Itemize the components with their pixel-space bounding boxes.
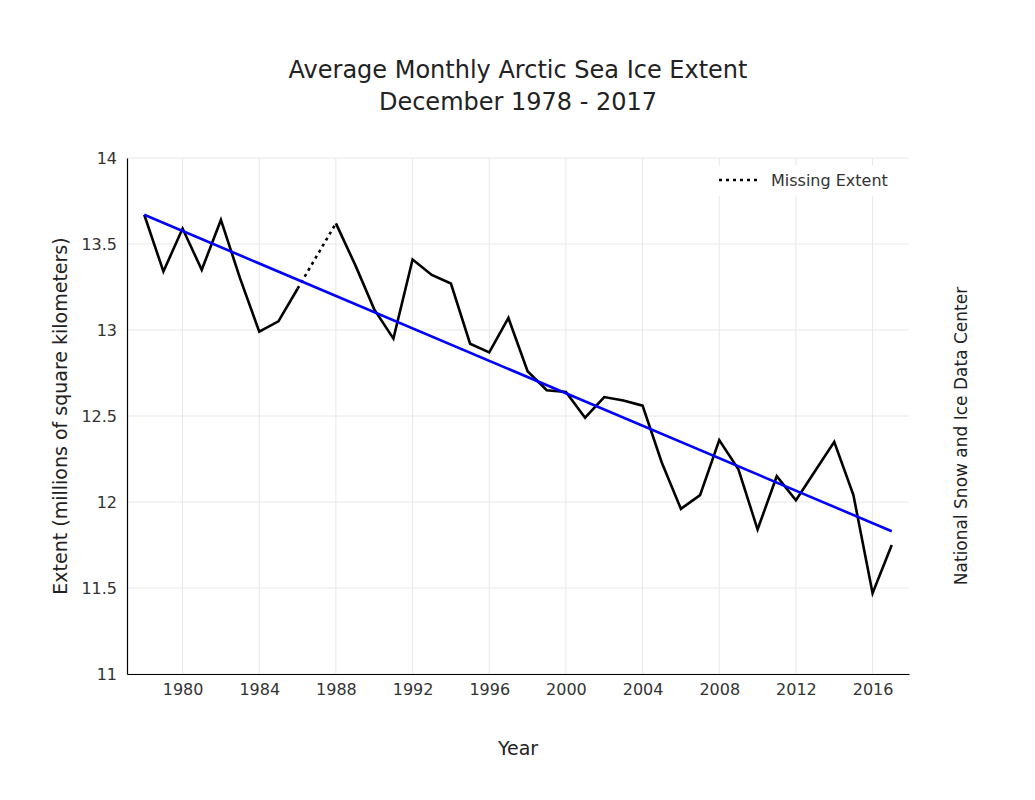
tick-label: 1996: [469, 680, 510, 699]
x-axis: 1980 1984 1988 1992 1996 2000 2004 2008 2012 2016: [128, 674, 910, 699]
source: National Snow and Ice Data Center: [951, 287, 971, 585]
axis-line: [128, 674, 910, 675]
tick: 2012: [776, 674, 817, 699]
tick: 2004: [623, 674, 664, 699]
tick: 2008: [699, 674, 740, 699]
tick-label: 1984: [239, 680, 280, 699]
y-axis-title: Extent (millions of square kilometers): [49, 237, 71, 594]
tick-label: 14: [97, 149, 117, 168]
tick-label: 11: [97, 665, 117, 684]
tick-label: 2012: [776, 680, 817, 699]
legend-box: [713, 166, 903, 196]
tick-label: 12: [97, 493, 117, 512]
tick: 1980: [163, 674, 204, 699]
tick: 2000: [546, 674, 587, 699]
tick: 13: [97, 321, 127, 340]
tick: 2016: [853, 674, 894, 699]
grid-line: [127, 416, 909, 417]
grid-line: [127, 158, 909, 159]
tick-label: 1980: [163, 680, 204, 699]
tick: 14: [97, 149, 127, 168]
tick: 1988: [316, 674, 357, 699]
grid-line: [127, 244, 909, 245]
tick: 11: [97, 665, 127, 684]
grid-line: [127, 674, 909, 675]
grid-line: [127, 588, 909, 589]
tick: 1984: [239, 674, 280, 699]
tick-label: 2004: [623, 680, 664, 699]
title: Average Monthly Arctic Sea Ice Extent: [289, 56, 748, 84]
tick: 12: [97, 493, 127, 512]
y-axis: 11 11.5 12 12.5 13 13.5 14: [81, 149, 127, 684]
tick-label: 11.5: [81, 579, 117, 598]
grid-line: [127, 330, 909, 331]
tick-label: 1988: [316, 680, 357, 699]
series-line: [144, 215, 892, 531]
axis-line: [127, 159, 128, 675]
plot-area: [144, 215, 892, 593]
legend: Missing Extent: [713, 166, 903, 196]
tick: 1992: [393, 674, 434, 699]
grid-line: [127, 502, 909, 503]
tick-label: 13: [97, 321, 117, 340]
tick: 12.5: [81, 407, 127, 426]
tick-label: 13.5: [81, 235, 117, 254]
tick: 1996: [469, 674, 510, 699]
subtitle: December 1978 - 2017: [379, 88, 657, 116]
tick-label: 2000: [546, 680, 587, 699]
tick-label: 2008: [699, 680, 740, 699]
legend-symbol: [719, 179, 759, 182]
tick-label: 12.5: [81, 407, 117, 426]
legend-label: Missing Extent: [771, 171, 888, 190]
chart: 1980 1984 1988 1992 1996 2000 2004 2008 2012 2016…: [0, 0, 1035, 800]
tick: 13.5: [81, 235, 127, 254]
tick-label: 1992: [393, 680, 434, 699]
series-line: [144, 215, 892, 593]
series-line: [298, 223, 336, 288]
tick: 11.5: [81, 579, 127, 598]
x-axis-title: Year: [497, 737, 538, 759]
grid: [127, 158, 909, 674]
tick-label: 2016: [853, 680, 894, 699]
